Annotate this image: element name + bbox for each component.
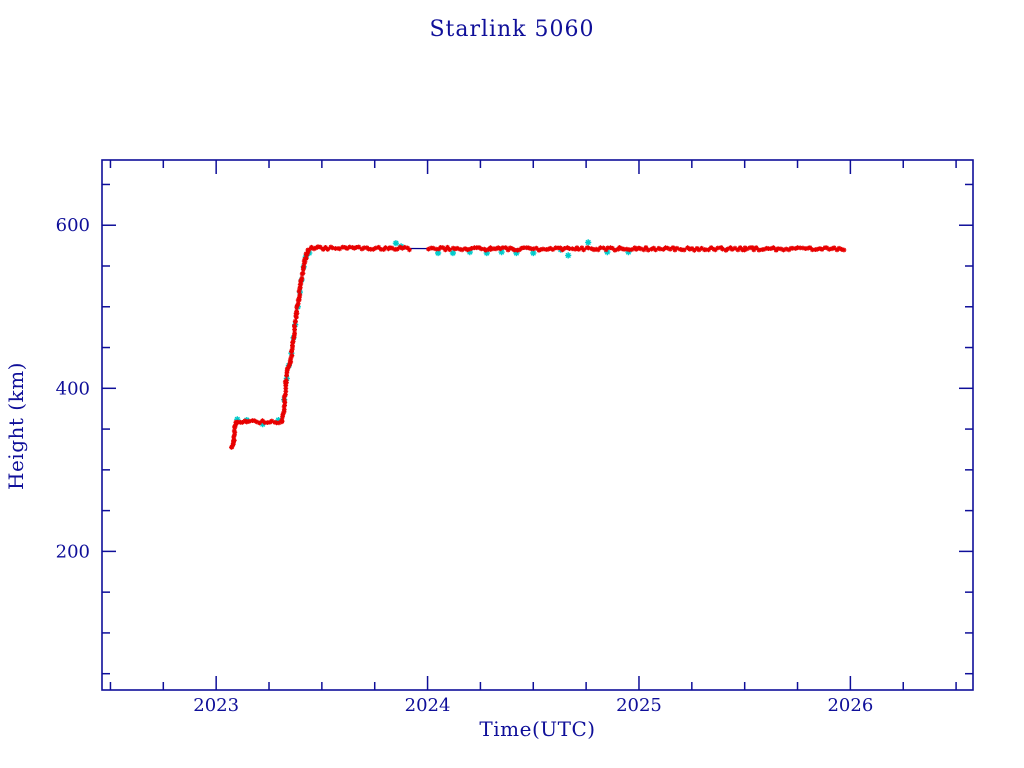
y-tick-label: 200: [56, 541, 90, 562]
plot-frame: [101, 159, 974, 691]
y-tick-label: 600: [56, 215, 90, 236]
chart-title: Starlink 5060: [429, 17, 595, 42]
x-tick-label: 2025: [616, 695, 662, 716]
y-tick-label: 400: [56, 378, 90, 399]
primary-height-markers: [229, 244, 847, 450]
height-trace-line: [231, 247, 844, 449]
x-tick-label: 2026: [827, 695, 873, 716]
x-tick-label: 2023: [193, 695, 239, 716]
x-axis-label: Time(UTC): [479, 717, 596, 741]
x-tick-label: 2024: [405, 695, 451, 716]
